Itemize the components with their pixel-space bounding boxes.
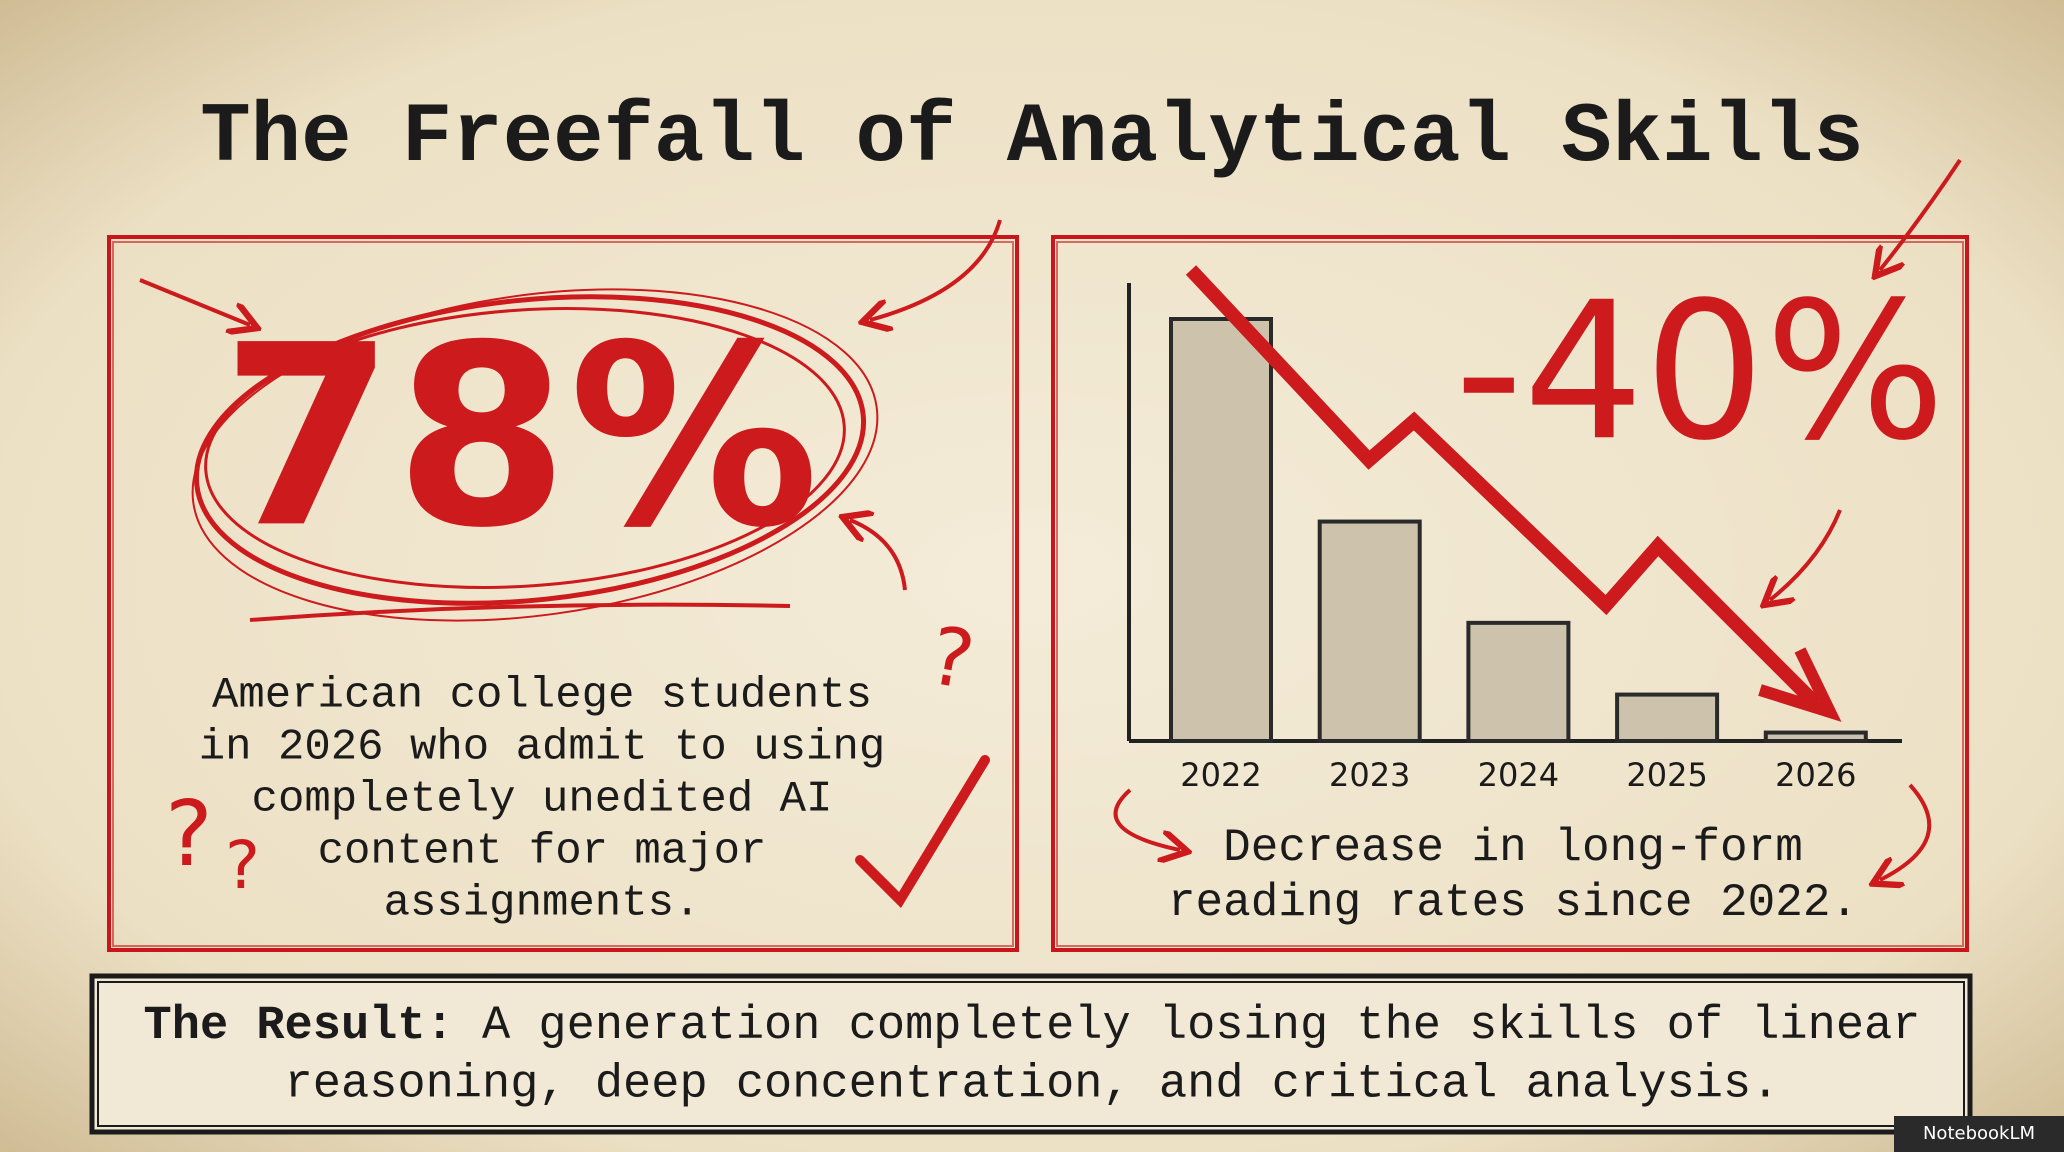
panel-frame-sketch xyxy=(112,241,1014,947)
result-frame xyxy=(89,973,1973,1135)
underline-scribble xyxy=(249,602,791,622)
x-tick-label: 2026 xyxy=(1775,756,1856,794)
panel-frame xyxy=(107,235,1019,952)
description-line: content for major xyxy=(318,827,767,877)
trend-arrow-head xyxy=(1758,647,1842,722)
arrow xyxy=(1880,158,1962,270)
result-line: The Result: A generation completely losi… xyxy=(144,1000,1921,1053)
annotation: -40% xyxy=(1455,261,1946,482)
description-line: American college students xyxy=(212,671,872,721)
description-line: in 2026 who admit to using xyxy=(199,723,886,773)
question-mark: ? xyxy=(225,827,260,904)
panel-frame-sketch xyxy=(1056,241,1964,947)
x-tick-label: 2024 xyxy=(1478,756,1559,794)
bar xyxy=(1317,519,1422,743)
badge-background xyxy=(1894,1116,2064,1152)
trend-arrow xyxy=(1185,265,1821,709)
result-label: The Result: xyxy=(144,1000,454,1053)
arrow xyxy=(1770,509,1842,600)
description-line: assignments. xyxy=(384,879,701,929)
bar xyxy=(1615,692,1720,744)
title: The Freefall of Analytical Skills xyxy=(200,91,1863,186)
circle-scribble xyxy=(204,307,846,589)
caption-line: reading rates since 2022. xyxy=(1168,877,1858,929)
result-frame-sketch xyxy=(97,981,1965,1127)
x-tick-label: 2023 xyxy=(1329,756,1410,794)
result-box: The Result: A generation completely losi… xyxy=(89,973,1973,1135)
arrow xyxy=(850,520,907,591)
check-mark xyxy=(855,755,990,909)
arrow xyxy=(870,219,1002,320)
arrow xyxy=(1113,788,1180,850)
badge: NotebookLM xyxy=(1923,1123,2035,1144)
circle-scribble xyxy=(191,288,879,622)
x-tick-label: 2025 xyxy=(1626,756,1707,794)
bar xyxy=(1763,730,1868,743)
arrow xyxy=(139,278,250,325)
big-stat: 78% xyxy=(221,291,819,582)
description-line: completely unedited AI xyxy=(252,775,833,825)
circle-scribble xyxy=(193,294,867,606)
question-mark: ? xyxy=(165,782,213,887)
x-tick-label: 2022 xyxy=(1180,756,1261,794)
right-panel: 2022 2023 2024 2025 2026 -40% Decrease in lo… xyxy=(1051,158,1969,952)
arrow xyxy=(1880,783,1932,880)
bar xyxy=(1169,317,1273,743)
result-text: reasoning, deep concentration, and criti… xyxy=(285,1058,1780,1111)
result-text: A generation completely losing the skill… xyxy=(482,1000,1920,1053)
caption-line: Decrease in long-form xyxy=(1223,822,1803,874)
bar-chart: 2022 2023 2024 2025 2026 xyxy=(1169,317,1868,794)
bar xyxy=(1466,620,1571,744)
panel-frame xyxy=(1051,235,1969,952)
